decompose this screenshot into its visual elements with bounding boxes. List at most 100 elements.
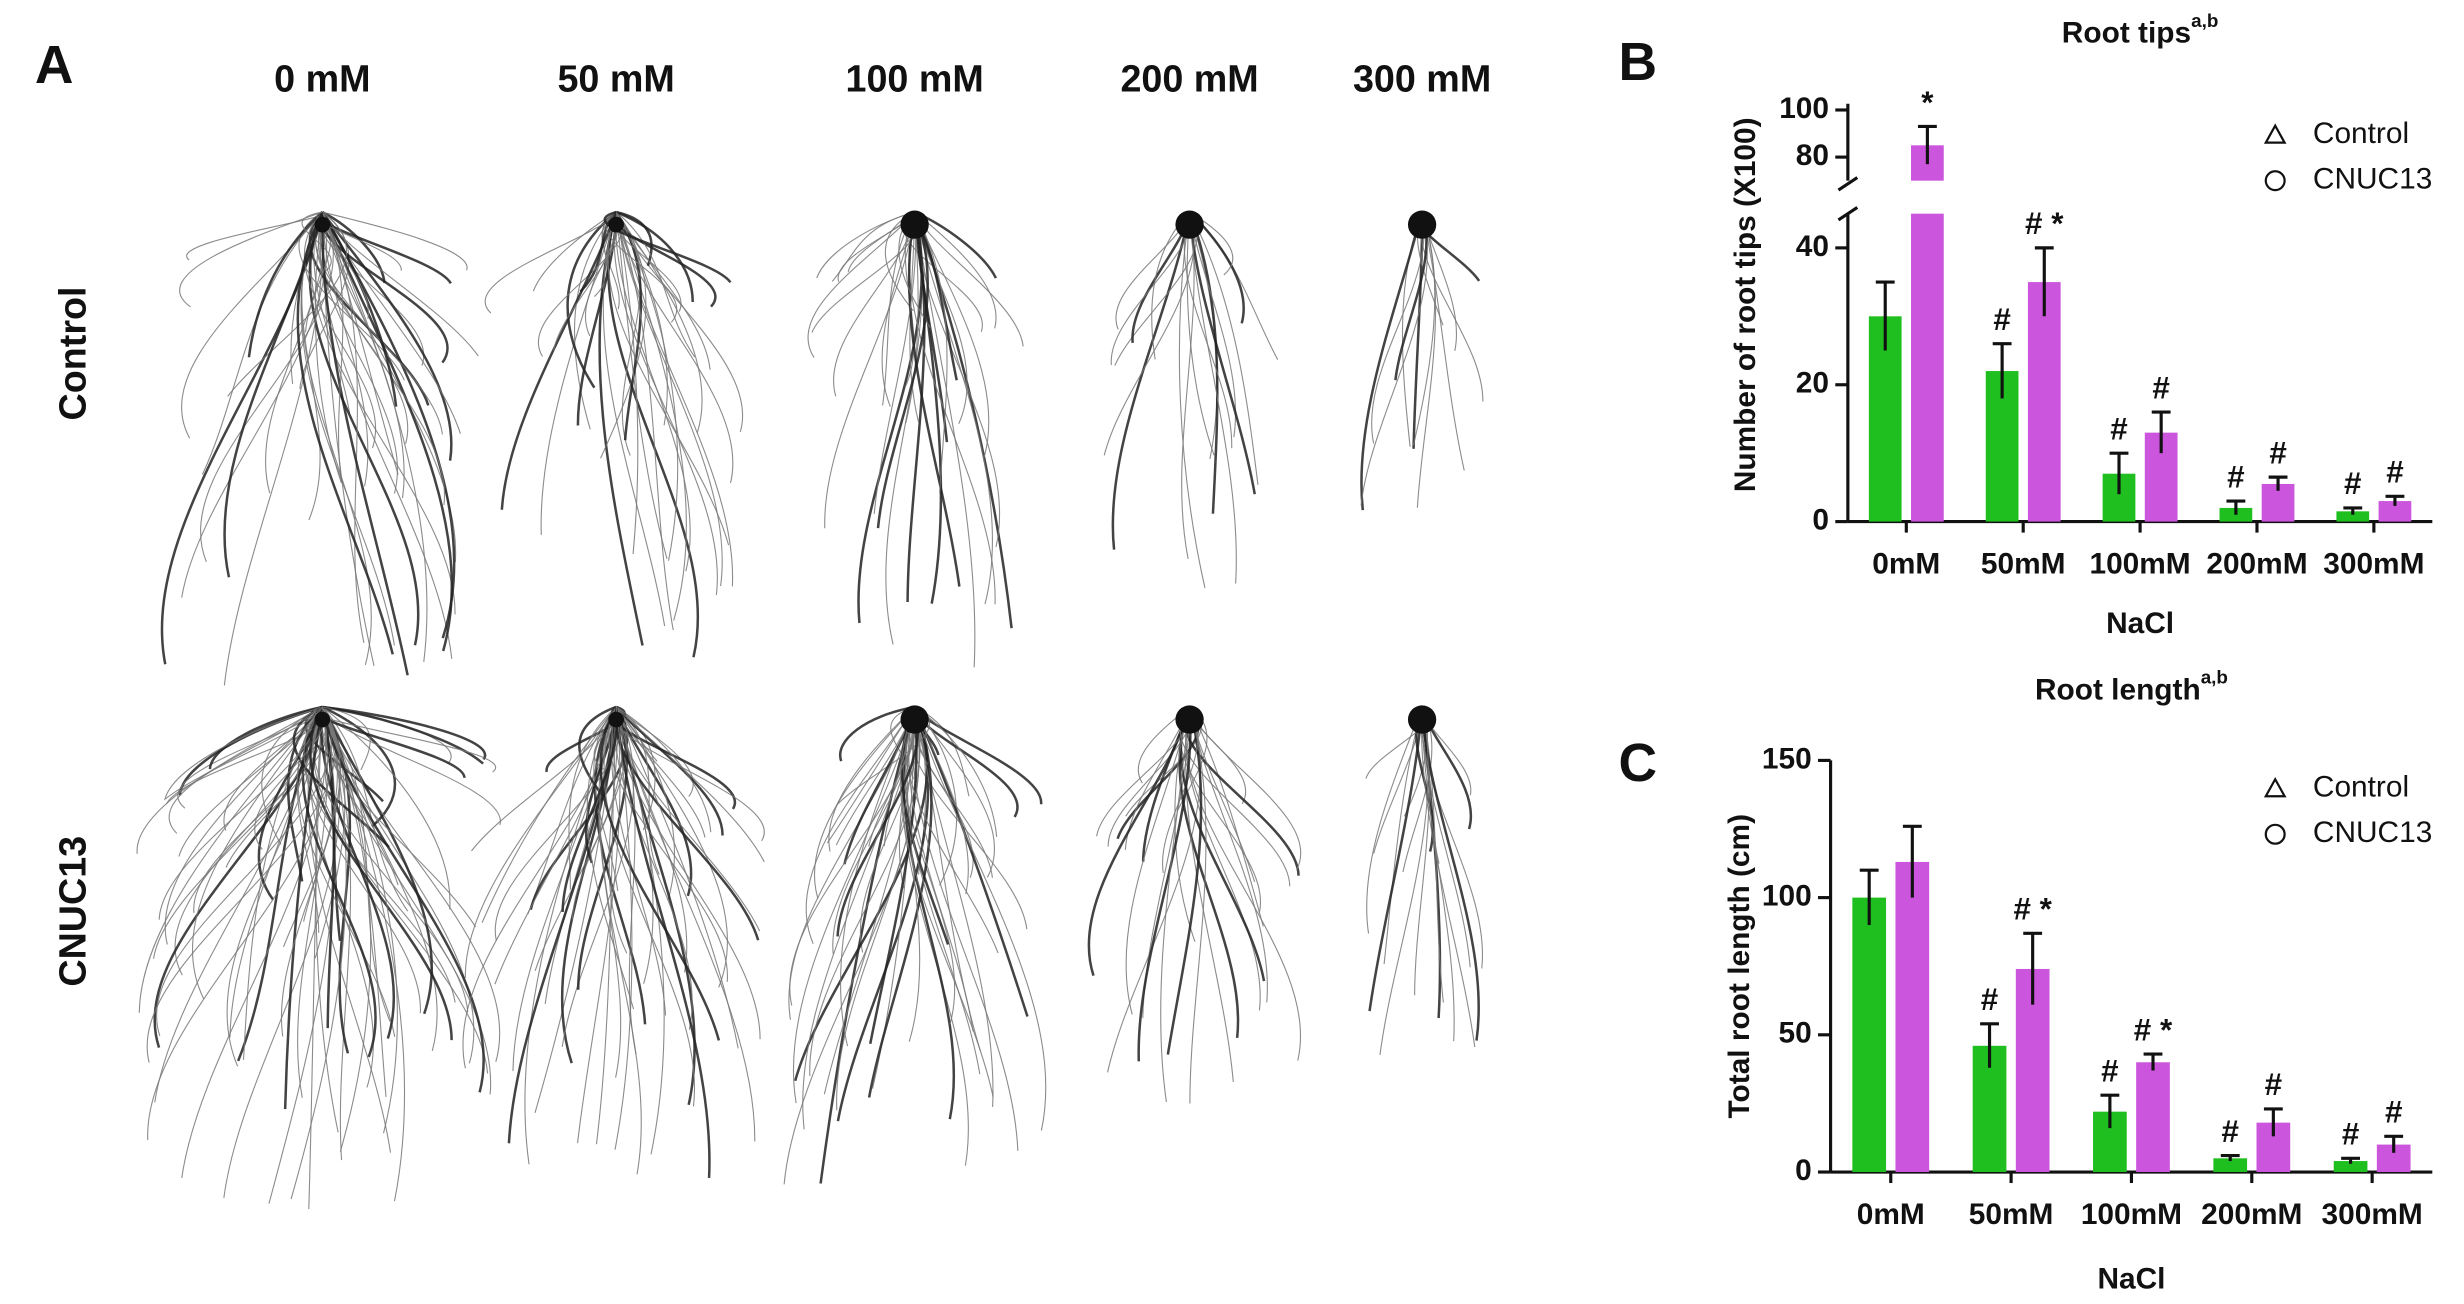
root-strand xyxy=(227,211,348,397)
root-strand xyxy=(602,211,666,627)
x-tick-label: 300mM xyxy=(2323,547,2424,580)
bar xyxy=(2333,1161,2368,1173)
root-strand xyxy=(836,706,920,937)
root-strand xyxy=(223,211,324,578)
column-label: 100 mM xyxy=(846,58,984,100)
root-strand xyxy=(906,706,921,1042)
root-strand xyxy=(292,705,390,848)
legend-label: CNUC13 xyxy=(2313,163,2432,196)
root-strand xyxy=(1360,211,1424,511)
root-strand xyxy=(912,706,1019,1151)
root-strand xyxy=(138,706,323,1013)
root-strand xyxy=(1189,211,1279,360)
root-crown xyxy=(1175,705,1204,734)
x-axis-label: NaCl xyxy=(2097,1262,2165,1295)
panel-label: C xyxy=(1618,734,1657,793)
root-strand xyxy=(1111,211,1191,550)
root-strand xyxy=(315,706,339,1133)
root-strand xyxy=(603,210,732,284)
root-strand xyxy=(322,705,484,765)
root-strand xyxy=(571,706,627,920)
root-strand xyxy=(164,706,323,801)
root-strand xyxy=(615,706,665,1155)
chart-title: Root lengtha,b xyxy=(2035,667,2228,706)
root-strand xyxy=(913,211,943,604)
significance-label: # * xyxy=(2134,1012,2173,1047)
root-strand xyxy=(532,211,617,292)
root-strand xyxy=(290,706,347,1200)
root-strand xyxy=(1416,211,1437,508)
root-strand xyxy=(321,705,397,828)
x-tick-label: 50mM xyxy=(1981,547,2066,580)
root-strand xyxy=(914,212,976,668)
root-strand xyxy=(603,706,696,1107)
root-strand xyxy=(1189,211,1259,485)
root-strand xyxy=(177,706,323,809)
significance-label: # xyxy=(2269,435,2286,470)
root-strand xyxy=(1185,706,1234,1082)
root-strand xyxy=(807,211,916,358)
root-strand xyxy=(314,212,342,484)
root-strand xyxy=(907,211,961,587)
root-strand xyxy=(321,211,457,563)
root-strand xyxy=(1110,211,1191,366)
root-strand xyxy=(147,706,332,1141)
significance-label: * xyxy=(1921,85,1934,120)
root-crown xyxy=(314,711,331,728)
bar xyxy=(2378,501,2412,522)
legend-marker xyxy=(2263,123,2287,144)
root-strand xyxy=(261,706,323,845)
root-strand xyxy=(192,706,323,1000)
root-strand xyxy=(152,706,324,959)
column-label: 0 mM xyxy=(274,58,370,100)
significance-label: # xyxy=(2110,411,2127,446)
root-strand xyxy=(615,706,658,762)
root-strand xyxy=(313,706,497,773)
root-crown xyxy=(608,216,624,233)
root-strand xyxy=(322,211,468,271)
root-strand xyxy=(615,211,674,631)
row-label: CNUC13 xyxy=(52,836,94,987)
root-strand xyxy=(321,706,501,1062)
root-strand xyxy=(1383,706,1423,965)
root-strand xyxy=(615,212,723,587)
root-strand xyxy=(1178,212,1206,589)
title-text: Root length xyxy=(2035,673,2201,706)
root-strand xyxy=(1107,706,1201,1073)
bar xyxy=(1852,897,1887,1173)
root-strand xyxy=(613,212,718,596)
root-strand xyxy=(242,706,323,1060)
legend-label: Control xyxy=(2313,771,2409,804)
root-strand xyxy=(615,706,761,1040)
root-strand xyxy=(524,706,617,1165)
root-strand xyxy=(615,706,712,833)
root-strand xyxy=(1366,706,1423,934)
root-strand xyxy=(1125,706,1191,1015)
root-strand xyxy=(303,211,377,449)
root-strand xyxy=(615,706,761,932)
bar xyxy=(2213,1158,2248,1173)
y-tick-label: 20 xyxy=(1796,367,1829,400)
panel-label: A xyxy=(35,36,74,95)
root-strand xyxy=(321,212,409,676)
column-label: 50 mM xyxy=(557,58,674,100)
title-superscript: a,b xyxy=(2191,10,2218,31)
root-crown xyxy=(900,210,929,239)
legend-marker xyxy=(2264,823,2286,845)
root-strand xyxy=(566,211,617,389)
root-strand xyxy=(615,211,687,621)
root-strand xyxy=(792,706,916,1104)
bar xyxy=(1911,213,1944,522)
root-strand xyxy=(914,706,998,837)
root-strand xyxy=(481,706,617,923)
root-strand xyxy=(321,706,492,1095)
root-strand xyxy=(905,706,999,954)
root-strand xyxy=(813,706,916,899)
root-strand xyxy=(1420,706,1484,969)
root-strand xyxy=(904,706,981,1075)
root-strand xyxy=(321,210,386,284)
root-strand xyxy=(1421,211,1465,471)
root-strand xyxy=(613,706,760,941)
root-strand xyxy=(1189,706,1264,927)
